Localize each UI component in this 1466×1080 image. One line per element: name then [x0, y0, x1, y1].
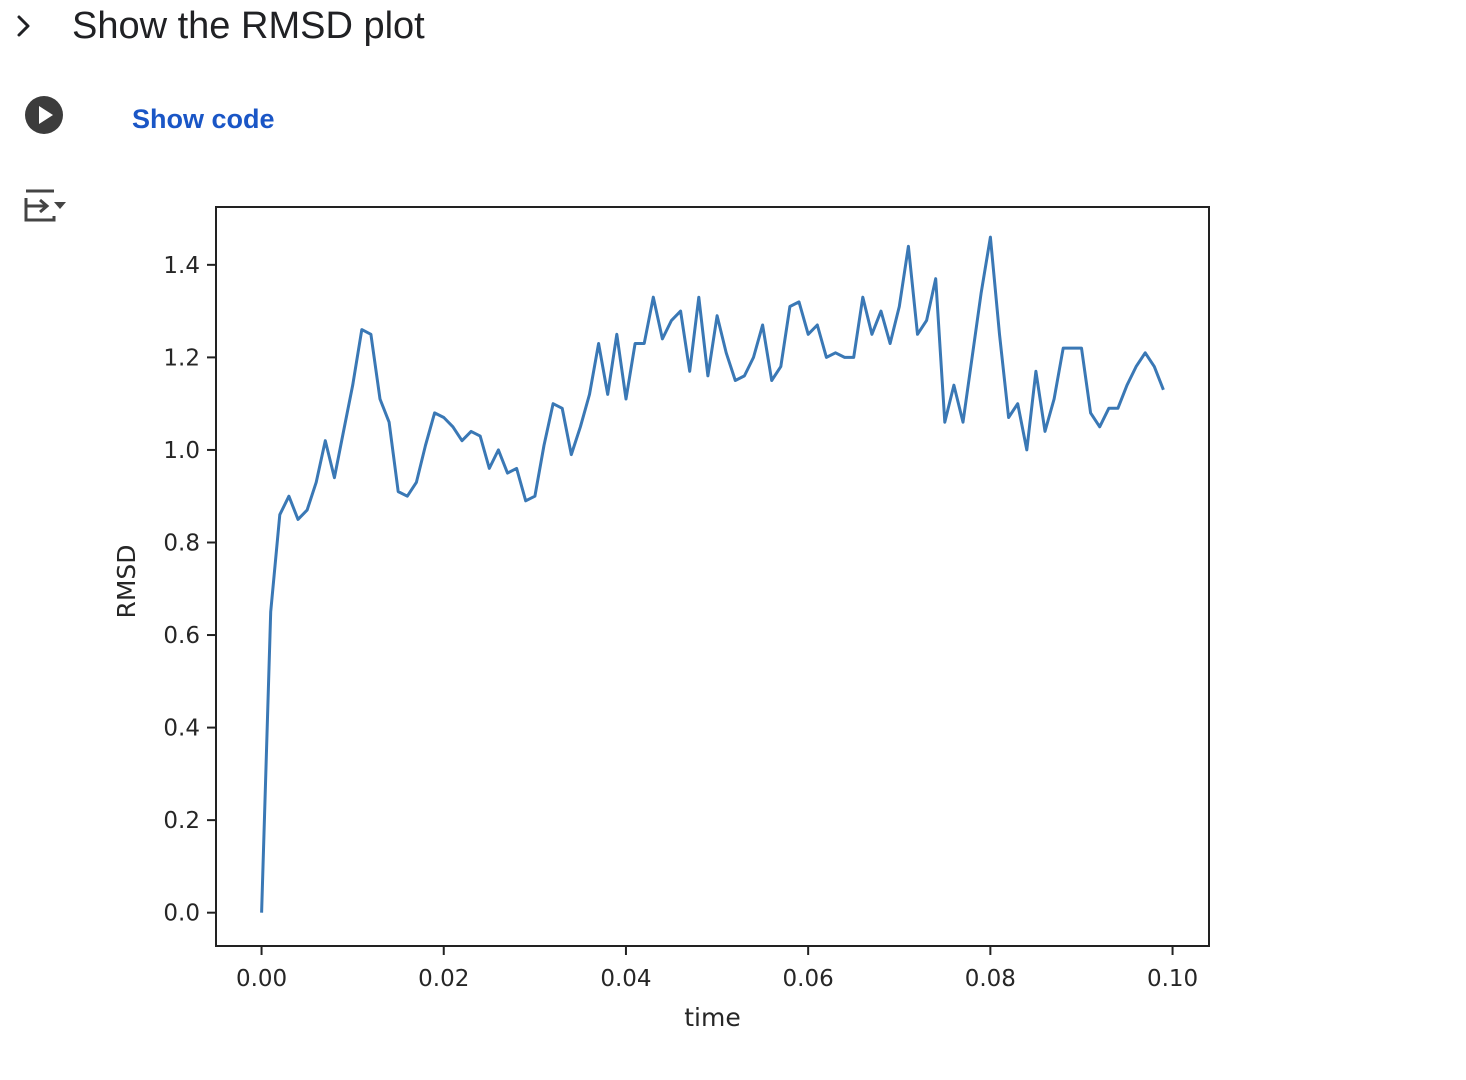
x-tick-label: 0.04 [600, 966, 651, 992]
play-circle-icon [25, 96, 63, 134]
section-title: Show the RMSD plot [72, 5, 425, 47]
rmsd-series-line [260, 235, 1165, 913]
y-tick-label: 1.2 [163, 345, 200, 371]
plot-frame [215, 206, 1210, 947]
y-axis: 0.0 0.2 0.4 0.6 0.8 1.0 1.2 1.4 [163, 253, 216, 927]
x-tick-label: 0.06 [783, 966, 834, 992]
output-collapse-icon[interactable] [20, 186, 70, 226]
show-code-link[interactable]: Show code [132, 104, 275, 134]
y-tick-label: 1.0 [163, 438, 200, 464]
chevron-right-icon[interactable] [10, 8, 38, 44]
y-tick-label: 1.4 [163, 253, 200, 279]
x-tick-label: 0.08 [965, 966, 1016, 992]
y-tick-label: 0.0 [163, 901, 200, 927]
run-cell-button[interactable] [24, 95, 64, 135]
y-tick-label: 0.8 [163, 530, 200, 556]
x-tick-label: 0.10 [1147, 966, 1198, 992]
x-axis: 0.00 0.02 0.04 0.06 0.08 0.10 [236, 946, 1198, 992]
x-axis-label: time [684, 1003, 740, 1032]
x-tick-label: 0.02 [418, 966, 469, 992]
y-tick-label: 0.6 [163, 623, 200, 649]
section-header: Show the RMSD plot [0, 0, 900, 52]
x-tick-label: 0.00 [236, 966, 287, 992]
y-tick-label: 0.2 [163, 808, 200, 834]
y-axis-label: RMSD [112, 544, 141, 618]
y-tick-label: 0.4 [163, 716, 200, 742]
